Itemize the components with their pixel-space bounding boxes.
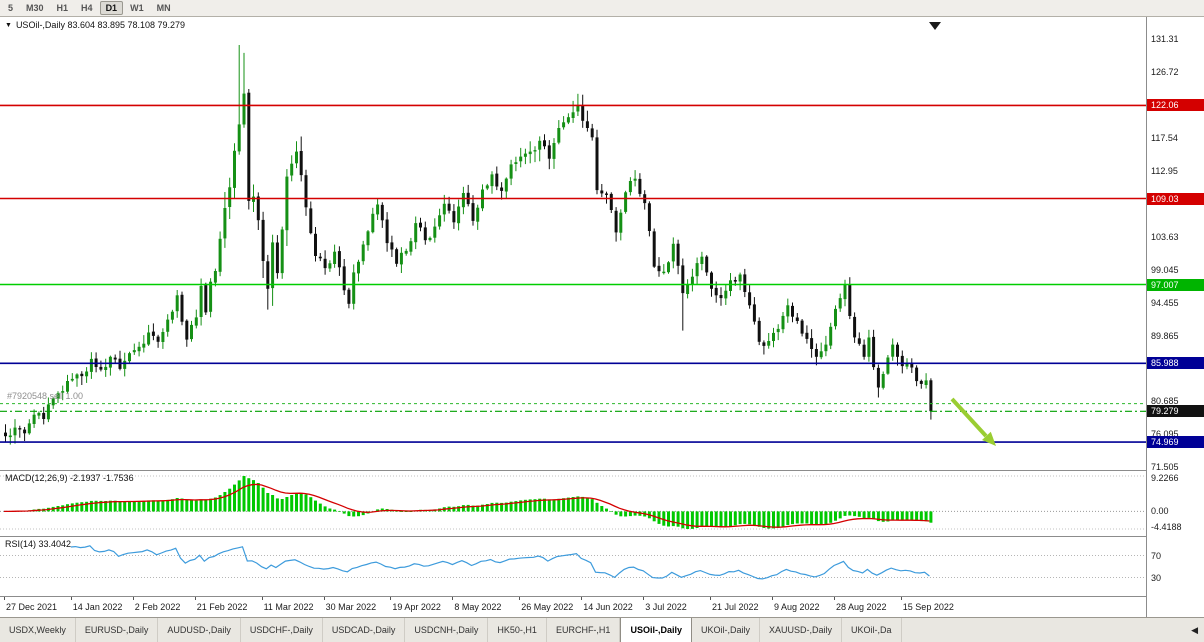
- chart-tab-usdx-weekly[interactable]: USDX,Weekly: [0, 618, 76, 642]
- timeframe-button-h4[interactable]: H4: [81, 3, 93, 13]
- time-axis-label: 21 Jul 2022: [712, 602, 759, 612]
- time-axis: 27 Dec 2021 14 Jan 2022 2 Feb 2022 21 Feb 2…: [0, 596, 1146, 618]
- time-tick: [70, 597, 72, 600]
- time-tick: [323, 597, 325, 600]
- price-axis-label: 103.63: [1151, 232, 1179, 243]
- timeframe-button-h1[interactable]: H1: [56, 3, 69, 13]
- price-axis: 131.31 126.72 117.54 112.95 103.63 99.045 94.4…: [1146, 17, 1204, 617]
- time-tick: [452, 597, 454, 600]
- time-axis-label: 14 Jan 2022: [72, 602, 123, 612]
- price-badge: 85.988: [1147, 357, 1204, 370]
- time-axis-label: 15 Sep 2022: [902, 602, 954, 612]
- chart-menu-icon[interactable]: ▼: [5, 21, 12, 29]
- chart-tab-usdcnh-daily[interactable]: USDCNH-,Daily: [405, 618, 489, 642]
- chart-tab-usdcad-daily[interactable]: USDCAD-,Daily: [323, 618, 406, 642]
- time-tick: [194, 597, 196, 600]
- timeframe-button-5[interactable]: 5: [8, 3, 14, 13]
- chart-tabbar: USDX,Weekly EURUSD-,Daily AUDUSD-,Daily USD…: [0, 617, 1204, 642]
- time-axis-label: 8 May 2022: [454, 602, 502, 612]
- chart-tab-usdchf-daily[interactable]: USDCHF-,Daily: [241, 618, 323, 642]
- price-badge: 74.969: [1147, 436, 1204, 449]
- time-tick: [900, 597, 902, 600]
- chart-tab-hk50-h1[interactable]: HK50-,H1: [488, 618, 547, 642]
- price-axis-label: 9.2266: [1151, 473, 1179, 483]
- price-axis-label: 0.00: [1151, 506, 1169, 517]
- price-axis-label: 71.505: [1151, 461, 1179, 472]
- time-tick: [581, 597, 583, 600]
- price-axis-label: 99.045: [1151, 264, 1179, 275]
- price-badge: 79.279: [1147, 405, 1204, 418]
- rsi-panel-canvas[interactable]: [0, 536, 1146, 596]
- macd-panel-canvas[interactable]: [0, 470, 1146, 536]
- position-label: #7920548 sell 1.00: [7, 390, 84, 401]
- chart-ohlc-text: USOil-,Daily 83.604 83.895 78.108 79.279: [15, 20, 186, 30]
- time-axis-label: 2 Feb 2022: [134, 602, 181, 612]
- time-axis-label: 11 Mar 2022: [263, 602, 314, 612]
- chart-tab-ukoil-da[interactable]: UKOil-,Da: [842, 618, 902, 642]
- time-tick: [390, 597, 392, 600]
- price-axis-label: 76.095: [1151, 429, 1179, 439]
- time-tick: [4, 597, 5, 600]
- time-tick: [643, 597, 645, 600]
- time-axis-label: 28 Aug 2022: [836, 602, 887, 612]
- price-badge: 97.007: [1147, 278, 1204, 291]
- price-axis-label: 30: [1151, 572, 1162, 583]
- time-axis-label: 21 Feb 2022: [196, 602, 248, 612]
- price-axis-label: 80.685: [1151, 396, 1179, 407]
- price-axis-label: 94.455: [1151, 297, 1179, 308]
- time-axis-label: 14 Jun 2022: [583, 602, 633, 612]
- time-axis-label: 30 Mar 2022: [325, 602, 377, 612]
- price-axis-label: 112.95: [1151, 165, 1178, 176]
- price-badge: 122.06: [1147, 99, 1204, 112]
- price-badge: 109.03: [1147, 192, 1204, 205]
- tab-scroll-left-icon[interactable]: ◀: [1191, 624, 1198, 635]
- chart-tab-xauusd-daily[interactable]: XAUUSD-,Daily: [760, 618, 842, 642]
- timeframe-button-w1[interactable]: W1: [130, 3, 144, 13]
- price-axis-label: 89.865: [1151, 330, 1179, 341]
- price-axis-label: 126.72: [1151, 67, 1179, 78]
- time-tick: [519, 597, 521, 600]
- chart-tab-eurusd-daily[interactable]: EURUSD-,Daily: [76, 618, 159, 642]
- time-tick: [132, 597, 134, 600]
- time-tick: [261, 597, 263, 600]
- timeframe-button-m30[interactable]: M30: [26, 3, 44, 13]
- time-tick: [710, 597, 711, 600]
- time-tick: [834, 597, 835, 600]
- chart-symbol-header: ▼ USOil-,Daily 83.604 83.895 78.108 79.2…: [5, 20, 185, 30]
- price-axis-label: -4.4188: [1151, 522, 1182, 532]
- price-axis-label: 70: [1151, 550, 1162, 561]
- chart-tab-ukoil-daily[interactable]: UKOil-,Daily: [692, 618, 760, 642]
- price-chart-canvas[interactable]: [0, 17, 1146, 470]
- chart-tab-eurchf-h1[interactable]: EURCHF-,H1: [547, 618, 621, 642]
- timeframe-button-d1[interactable]: D1: [99, 1, 124, 15]
- time-axis-label: 19 Apr 2022: [392, 602, 441, 612]
- timeframe-button-mn[interactable]: MN: [156, 3, 171, 13]
- time-axis-label: 9 Aug 2022: [774, 602, 820, 612]
- price-axis-label: 117.54: [1151, 132, 1178, 143]
- time-axis-label: 27 Dec 2021: [6, 602, 58, 612]
- rsi-indicator-label: RSI(14) 33.4042: [5, 539, 72, 549]
- macd-indicator-label: MACD(12,26,9) -2.1937 -1.7536: [5, 473, 134, 483]
- time-axis-label: 3 Jul 2022: [645, 602, 687, 612]
- time-axis-label: 26 May 2022: [521, 602, 574, 612]
- chart-tab-usoil-daily[interactable]: USOil-,Daily: [620, 618, 692, 642]
- time-tick: [772, 597, 773, 600]
- chart-tab-audusd-daily[interactable]: AUDUSD-,Daily: [158, 618, 241, 642]
- price-axis-label: 131.31: [1151, 34, 1179, 45]
- timeframe-toolbar: 5 M30 H1 H4 D1 W1 MN: [0, 0, 1204, 17]
